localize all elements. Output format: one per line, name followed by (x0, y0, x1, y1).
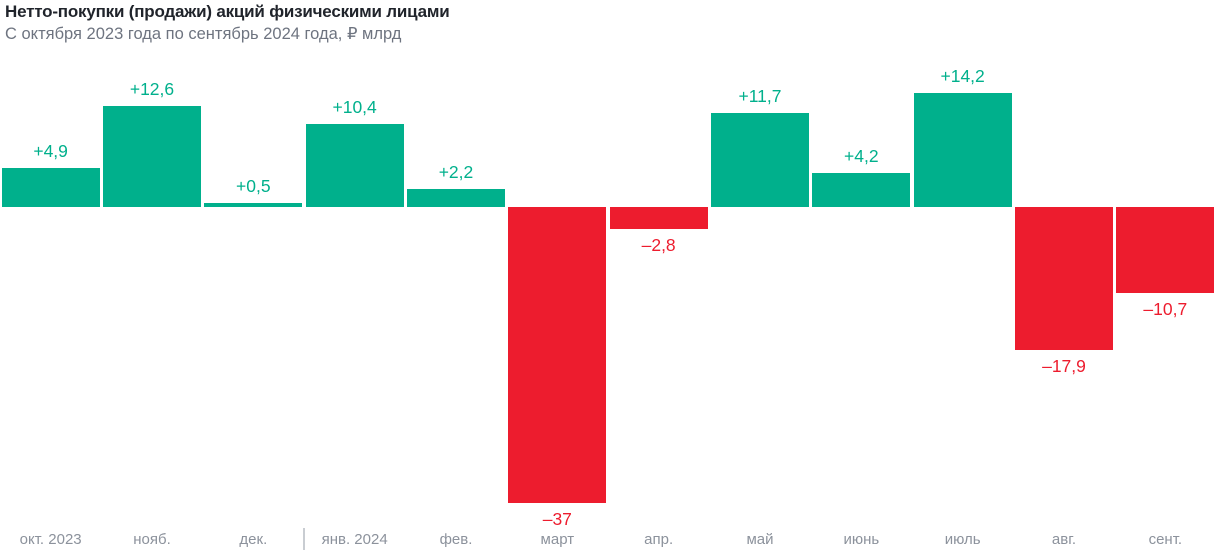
bar-авг. (1015, 207, 1113, 351)
x-axis-label: сент. (1148, 531, 1183, 548)
bar-янв. 2024 (305, 123, 404, 207)
x-axis-label: янв. 2024 (321, 531, 388, 548)
x-axis-label: май (746, 531, 774, 548)
bar-нояб. (103, 106, 201, 207)
bar-окт. 2023 (1, 167, 100, 207)
bar-value-label: –10,7 (1143, 298, 1188, 319)
bar-май (711, 113, 809, 207)
bar-value-label: +11,7 (738, 86, 782, 107)
x-axis-label: июль (944, 531, 981, 548)
bar-value-label: +14,2 (940, 66, 985, 87)
year-divider (303, 528, 305, 550)
chart-subtitle: С октября 2023 года по сентябрь 2024 год… (5, 25, 402, 43)
bar-value-label: +2,2 (438, 162, 474, 183)
bar-value-label: –2,8 (641, 235, 676, 256)
bar-июнь (812, 173, 911, 207)
bar-фев. (407, 189, 505, 207)
bar-value-label: +4,2 (844, 146, 879, 167)
bar-value-label: +12,6 (129, 79, 175, 100)
bar-value-label: +4,9 (33, 140, 68, 161)
x-axis-label: март (540, 531, 575, 548)
x-axis-label: окт. 2023 (19, 531, 82, 548)
x-axis-label: авг. (1051, 531, 1077, 548)
bar-value-label: –17,9 (1042, 356, 1086, 377)
bar-апр. (609, 207, 708, 230)
bar-value-label: +10,4 (332, 96, 377, 117)
x-axis-label: июнь (843, 531, 880, 548)
x-axis-label: фев. (439, 531, 473, 548)
bar-сент. (1116, 207, 1215, 293)
bar-дек. (204, 203, 303, 207)
bar-value-label: –37 (542, 509, 572, 529)
bar-март (508, 207, 607, 503)
x-axis-label: апр. (644, 531, 674, 548)
bar-value-label: +0,5 (236, 176, 271, 196)
x-axis-label: дек. (239, 531, 268, 548)
bar-июль (913, 93, 1012, 207)
chart-title: Нетто-покупки (продажи) акций физическим… (5, 2, 450, 21)
x-axis-label: нояб. (133, 531, 171, 548)
